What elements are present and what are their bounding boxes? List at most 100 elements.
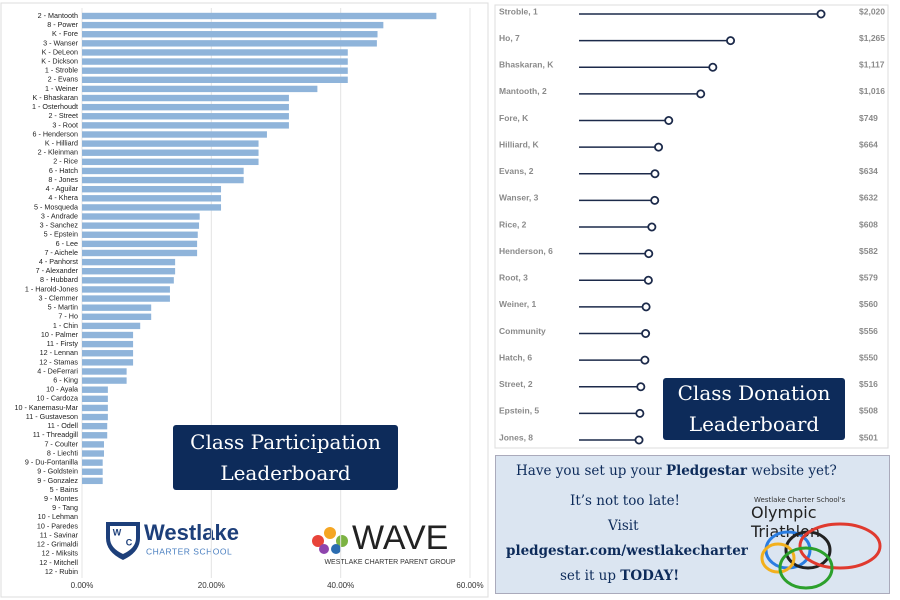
lollipop-dot: [696, 89, 706, 99]
category-label: Epstein, 5: [499, 406, 539, 416]
category-label: Bhaskaran, K: [499, 60, 554, 70]
bar: [82, 450, 104, 457]
y-tick-label: K - Bhaskaran: [32, 93, 78, 102]
value-label: $1,117: [859, 60, 885, 70]
promo-panel: Have you set up your Pledgestar website …: [495, 455, 890, 594]
bar: [82, 76, 348, 84]
category-label: Ho, 7: [499, 33, 520, 43]
x-tick-label: 60.00%: [456, 581, 483, 590]
bar: [82, 58, 348, 65]
y-tick-label: 6 - Hatch: [49, 166, 78, 175]
bar: [82, 40, 377, 47]
bar: [82, 441, 104, 448]
crest-inner: [110, 526, 136, 554]
y-tick-label: 3 - Sanchez: [40, 221, 79, 230]
value-label: $2,020: [859, 6, 885, 16]
panel: [494, 4, 889, 449]
y-tick-label: 5 - Bains: [50, 485, 79, 494]
y-tick-label: K - Dickson: [41, 56, 78, 65]
y-tick-label: 12 - Stamas: [39, 357, 78, 366]
ring: [798, 522, 882, 570]
y-tick-label: 10 - Kanemasu-Mar: [14, 403, 78, 412]
promo-link[interactable]: pledgestar.com/westlakecharter: [506, 543, 748, 559]
y-tick-label: 11 - Threadgill: [33, 430, 79, 439]
bar: [82, 377, 127, 384]
y-tick-label: 2 - Rice: [53, 157, 78, 166]
chart-title: Class Donation Leaderboard: [663, 378, 845, 440]
y-tick-label: 6 - King: [53, 375, 78, 384]
bar: [82, 240, 198, 248]
y-tick-label: 7 - Ho: [58, 312, 78, 321]
bar: [82, 149, 259, 156]
y-tick-label: 2 - Kleinman: [38, 148, 78, 157]
bar: [82, 295, 170, 302]
logo-dot: [331, 544, 341, 554]
value-label: $508: [859, 406, 878, 416]
logo-dot: [324, 527, 336, 539]
value-label: $634: [859, 166, 878, 176]
bar: [82, 359, 134, 366]
y-tick-label: 1 - Chin: [53, 321, 78, 330]
y-tick-label: 8 - Liechti: [47, 448, 79, 457]
y-tick-label: 9 - Tang: [52, 503, 78, 512]
lollipop-dot: [635, 408, 645, 418]
bar: [82, 331, 134, 339]
category-label: Jones, 8: [499, 432, 533, 442]
y-tick-label: 4 - DeFerrari: [37, 366, 78, 375]
wave-logo: WAVE WESTLAKE CHARTER PARENT GROUP: [312, 519, 456, 566]
y-tick-label: 1 - Weiner: [45, 84, 79, 93]
y-tick-label: 1 - Osterhoudt: [32, 102, 78, 111]
lollipop-dot: [644, 249, 654, 259]
bar: [82, 131, 267, 138]
y-tick-label: 9 - Du-Fontanilla: [25, 458, 78, 467]
y-tick-label: 3 - Andrade: [41, 211, 78, 220]
panel: [0, 2, 489, 598]
bar: [82, 468, 103, 475]
y-tick-label: 12 - Rubin: [45, 567, 78, 576]
y-tick-label: 12 - Grimaldi: [37, 540, 79, 549]
chart-title: Class Participation Leaderboard: [173, 425, 398, 490]
category-label: Mantooth, 2: [499, 86, 547, 96]
category-label: Evans, 2: [499, 166, 534, 176]
y-tick-label: 8 - Hubbard: [40, 275, 78, 284]
bar: [82, 413, 108, 421]
value-label: $556: [859, 326, 878, 336]
bar: [82, 94, 289, 102]
bar: [82, 222, 200, 229]
bar: [82, 49, 348, 56]
category-label: Community: [499, 326, 546, 336]
bar: [82, 185, 222, 193]
bar: [82, 368, 127, 375]
logo-name: WAVE: [352, 519, 448, 557]
y-tick-label: 8 - Jones: [48, 175, 78, 184]
y-tick-label: K - DeLeon: [42, 47, 78, 56]
bar: [82, 459, 103, 466]
bar: [82, 322, 141, 330]
bar: [82, 340, 134, 348]
y-tick-label: 11 - Odell: [47, 421, 78, 430]
y-tick-label: 5 - Epstein: [44, 230, 78, 239]
y-tick-label: 12 - Mitchell: [39, 558, 78, 567]
bar: [82, 122, 289, 129]
value-label: $1,265: [859, 33, 885, 43]
value-label: $632: [859, 193, 878, 203]
category-label: Rice, 2: [499, 219, 527, 229]
promo-headline: Have you set up your Pledgestar website …: [516, 463, 837, 479]
logo-dot: [319, 544, 329, 554]
lollipop-dot: [640, 355, 650, 365]
logo-sub: CHARTER SCHOOL: [146, 546, 232, 556]
text: Have you set up your: [516, 463, 666, 479]
y-tick-label: 10 - Paredes: [37, 521, 79, 530]
y-tick-label: 1 - Harold-Jones: [25, 284, 79, 293]
logo-sub: WESTLAKE CHARTER PARENT GROUP: [324, 559, 455, 566]
lollipop-dot: [708, 62, 718, 72]
bar: [82, 268, 176, 275]
lollipop-dot: [643, 275, 653, 285]
bar: [82, 231, 198, 238]
ring: [760, 542, 796, 574]
value-label: $501: [859, 432, 878, 442]
lollipop-dot: [816, 9, 826, 19]
bar: [82, 395, 108, 403]
bar: [82, 204, 222, 211]
